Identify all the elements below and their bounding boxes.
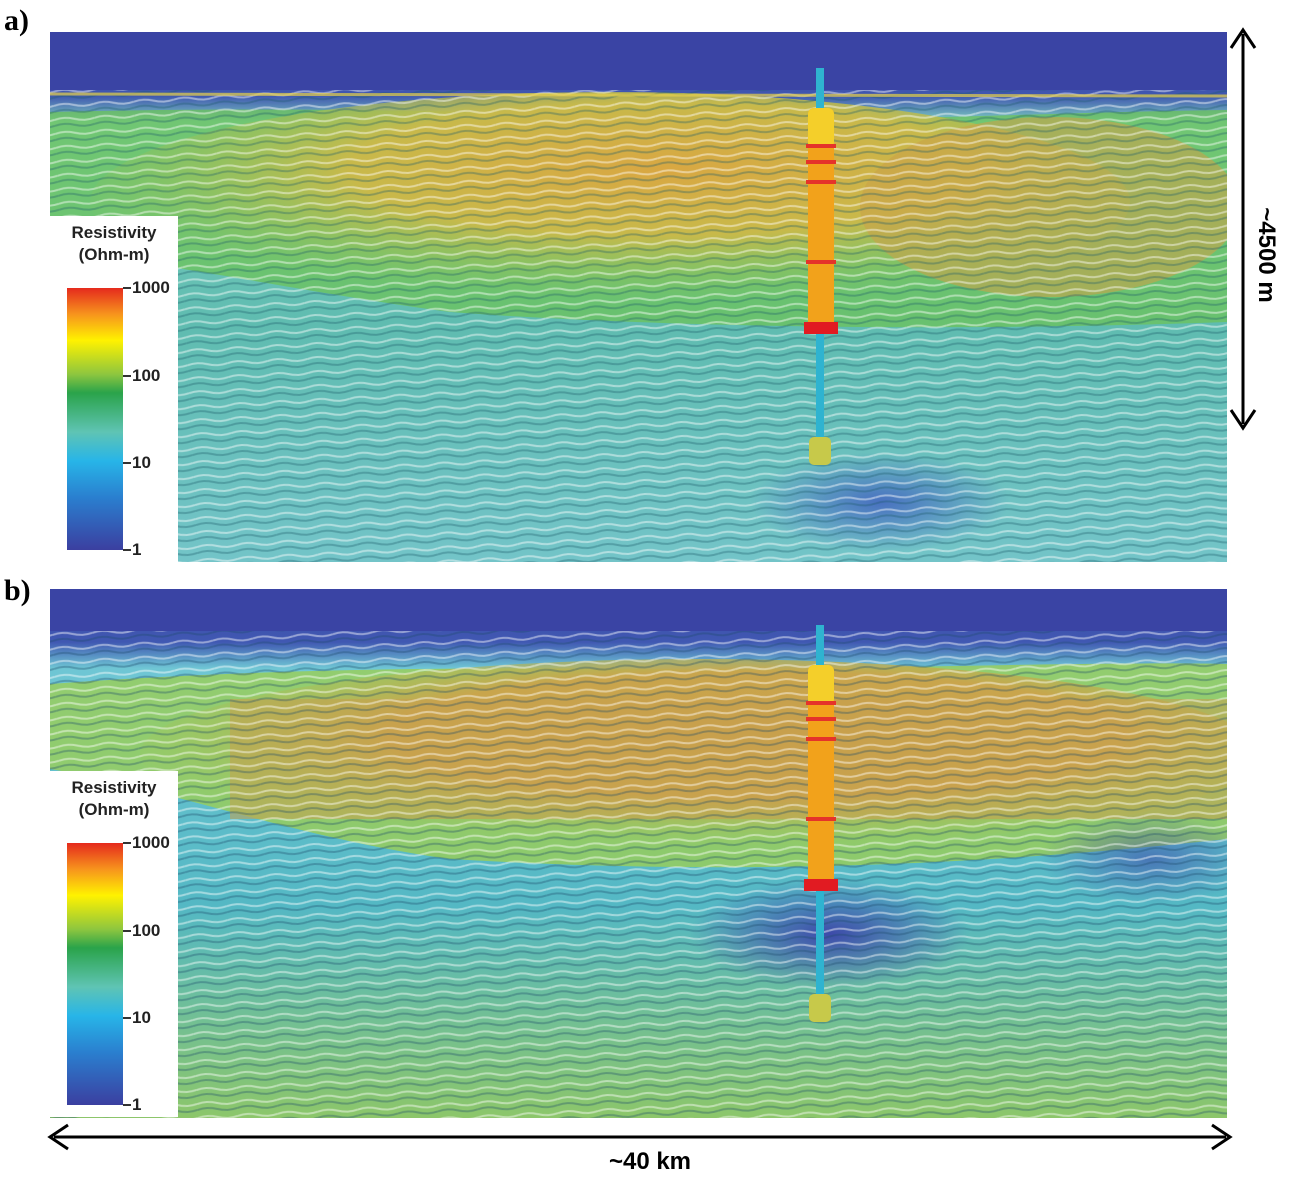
legend-unit: (Ohm-m) xyxy=(78,245,150,264)
resistivity-section-a: Resistivity (Ohm-m) 1000 100 10 1 xyxy=(50,32,1227,562)
tick-label-100: 100 xyxy=(132,366,161,385)
well-b xyxy=(804,625,838,1022)
legend-title: Resistivity xyxy=(71,223,157,242)
resistivity-section-b: Resistivity (Ohm-m) 1000 100 10 1 xyxy=(50,589,1227,1118)
legend-a: Resistivity (Ohm-m) 1000 100 10 1 xyxy=(50,216,178,562)
panel-label-a: a) xyxy=(4,4,29,37)
tick-label-100: 100 xyxy=(132,921,161,940)
seismic-resistivity-image-b xyxy=(50,589,1227,1118)
legend-title: Resistivity xyxy=(71,778,157,797)
tick-label-1000: 1000 xyxy=(132,278,170,297)
tick-label-1: 1 xyxy=(132,1095,142,1114)
color-scale-bar xyxy=(67,843,123,1105)
well-a xyxy=(804,68,838,465)
legend-unit: (Ohm-m) xyxy=(78,800,150,819)
vertical-scale-label: ~4500 m xyxy=(1253,207,1280,303)
tick-label-1000: 1000 xyxy=(132,833,170,852)
panel-label-b: b) xyxy=(4,574,31,607)
tick-label-10: 10 xyxy=(132,453,151,472)
horizontal-scale-label: ~40 km xyxy=(608,1148,692,1175)
horizontal-scale-arrow xyxy=(47,1123,1233,1151)
color-scale-bar xyxy=(67,288,123,550)
vertical-scale-arrow xyxy=(1229,27,1257,431)
legend-b: Resistivity (Ohm-m) 1000 100 10 1 xyxy=(50,771,178,1117)
tick-label-10: 10 xyxy=(132,1008,151,1027)
tick-label-1: 1 xyxy=(132,540,142,559)
seismic-resistivity-image-a xyxy=(50,32,1227,562)
